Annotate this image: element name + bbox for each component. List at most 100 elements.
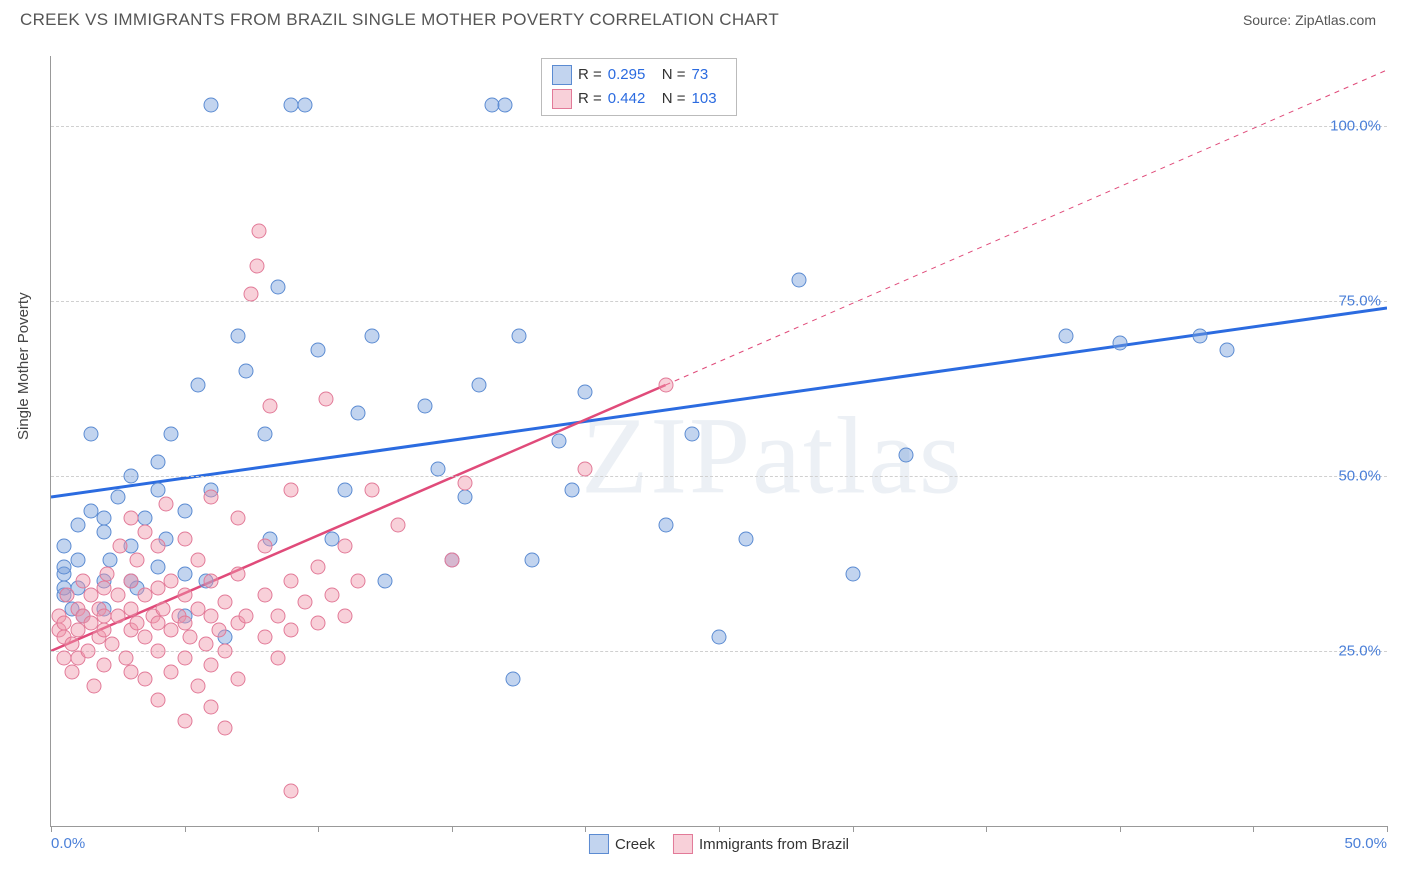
scatter-point-brazil [391, 518, 406, 533]
scatter-point-brazil [324, 588, 339, 603]
scatter-point-brazil [217, 644, 232, 659]
scatter-point-brazil [65, 637, 80, 652]
scatter-point-creek [1192, 329, 1207, 344]
scatter-point-brazil [284, 574, 299, 589]
scatter-point-creek [712, 630, 727, 645]
scatter-point-brazil [137, 672, 152, 687]
scatter-point-brazil [105, 637, 120, 652]
scatter-point-brazil [164, 574, 179, 589]
scatter-point-brazil [284, 784, 299, 799]
scatter-point-creek [124, 469, 139, 484]
scatter-point-creek [899, 448, 914, 463]
scatter-point-brazil [97, 623, 112, 638]
scatter-point-creek [792, 273, 807, 288]
scatter-point-brazil [257, 539, 272, 554]
scatter-point-brazil [337, 539, 352, 554]
scatter-point-brazil [204, 658, 219, 673]
scatter-point-brazil [263, 399, 278, 414]
scatter-point-creek [498, 98, 513, 113]
scatter-point-creek [311, 343, 326, 358]
scatter-point-brazil [177, 588, 192, 603]
x-tick [185, 826, 186, 832]
scatter-point-brazil [658, 378, 673, 393]
scatter-point-creek [239, 364, 254, 379]
stat-r-label: R = [578, 87, 602, 111]
swatch-icon [552, 89, 572, 109]
stat-r-label: R = [578, 63, 602, 87]
scatter-point-creek [506, 672, 521, 687]
scatter-point-creek [190, 378, 205, 393]
scatter-point-brazil [81, 644, 96, 659]
x-tick [1253, 826, 1254, 832]
scatter-point-creek [70, 518, 85, 533]
chart-title: CREEK VS IMMIGRANTS FROM BRAZIL SINGLE M… [20, 10, 779, 30]
scatter-point-brazil [190, 679, 205, 694]
scatter-point-brazil [204, 574, 219, 589]
scatter-point-creek [1219, 343, 1234, 358]
x-tick-label: 50.0% [1344, 835, 1387, 852]
scatter-point-brazil [150, 539, 165, 554]
scatter-point-brazil [364, 483, 379, 498]
scatter-point-brazil [137, 630, 152, 645]
stat-n-value: 73 [692, 63, 726, 87]
scatter-point-brazil [182, 630, 197, 645]
scatter-point-brazil [113, 539, 128, 554]
scatter-point-brazil [129, 616, 144, 631]
stat-n-label: N = [662, 63, 686, 87]
scatter-point-creek [431, 462, 446, 477]
scatter-point-brazil [319, 392, 334, 407]
scatter-point-brazil [177, 532, 192, 547]
x-tick [51, 826, 52, 832]
scatter-point-brazil [297, 595, 312, 610]
scatter-point-brazil [124, 602, 139, 617]
scatter-point-creek [84, 427, 99, 442]
scatter-point-creek [471, 378, 486, 393]
scatter-point-brazil [231, 511, 246, 526]
scatter-point-creek [1059, 329, 1074, 344]
x-tick [719, 826, 720, 832]
x-tick [853, 826, 854, 832]
legend-label: Creek [615, 836, 655, 853]
scatter-point-brazil [124, 574, 139, 589]
scatter-point-creek [551, 434, 566, 449]
scatter-point-creek [97, 525, 112, 540]
scatter-point-brazil [337, 609, 352, 624]
scatter-point-brazil [129, 553, 144, 568]
scatter-point-brazil [124, 511, 139, 526]
scatter-point-creek [137, 511, 152, 526]
scatter-point-creek [102, 553, 117, 568]
scatter-point-brazil [190, 553, 205, 568]
scatter-point-brazil [76, 574, 91, 589]
swatch-icon [552, 65, 572, 85]
scatter-point-creek [150, 560, 165, 575]
scatter-point-brazil [100, 567, 115, 582]
stat-r-value: 0.442 [608, 87, 656, 111]
scatter-point-brazil [244, 287, 259, 302]
scatter-point-brazil [118, 651, 133, 666]
scatter-point-brazil [60, 588, 75, 603]
scatter-point-creek [845, 567, 860, 582]
scatter-point-creek [297, 98, 312, 113]
stat-n-value: 103 [692, 87, 726, 111]
x-tick [1120, 826, 1121, 832]
gridline [51, 476, 1387, 477]
trend-lines [51, 56, 1387, 826]
legend-item-creek: Creek [589, 834, 655, 854]
scatter-point-brazil [204, 700, 219, 715]
scatter-point-creek [150, 483, 165, 498]
scatter-point-creek [738, 532, 753, 547]
scatter-point-brazil [150, 644, 165, 659]
scatter-point-creek [337, 483, 352, 498]
scatter-point-brazil [164, 665, 179, 680]
stats-row-creek: R =0.295N =73 [552, 63, 726, 87]
scatter-point-brazil [65, 665, 80, 680]
scatter-point-brazil [311, 560, 326, 575]
scatter-point-creek [177, 504, 192, 519]
stat-n-label: N = [662, 87, 686, 111]
legend-label: Immigrants from Brazil [699, 836, 849, 853]
y-tick-label: 50.0% [1338, 468, 1381, 485]
x-tick [1387, 826, 1388, 832]
scatter-point-brazil [217, 595, 232, 610]
x-tick [585, 826, 586, 832]
scatter-point-creek [524, 553, 539, 568]
